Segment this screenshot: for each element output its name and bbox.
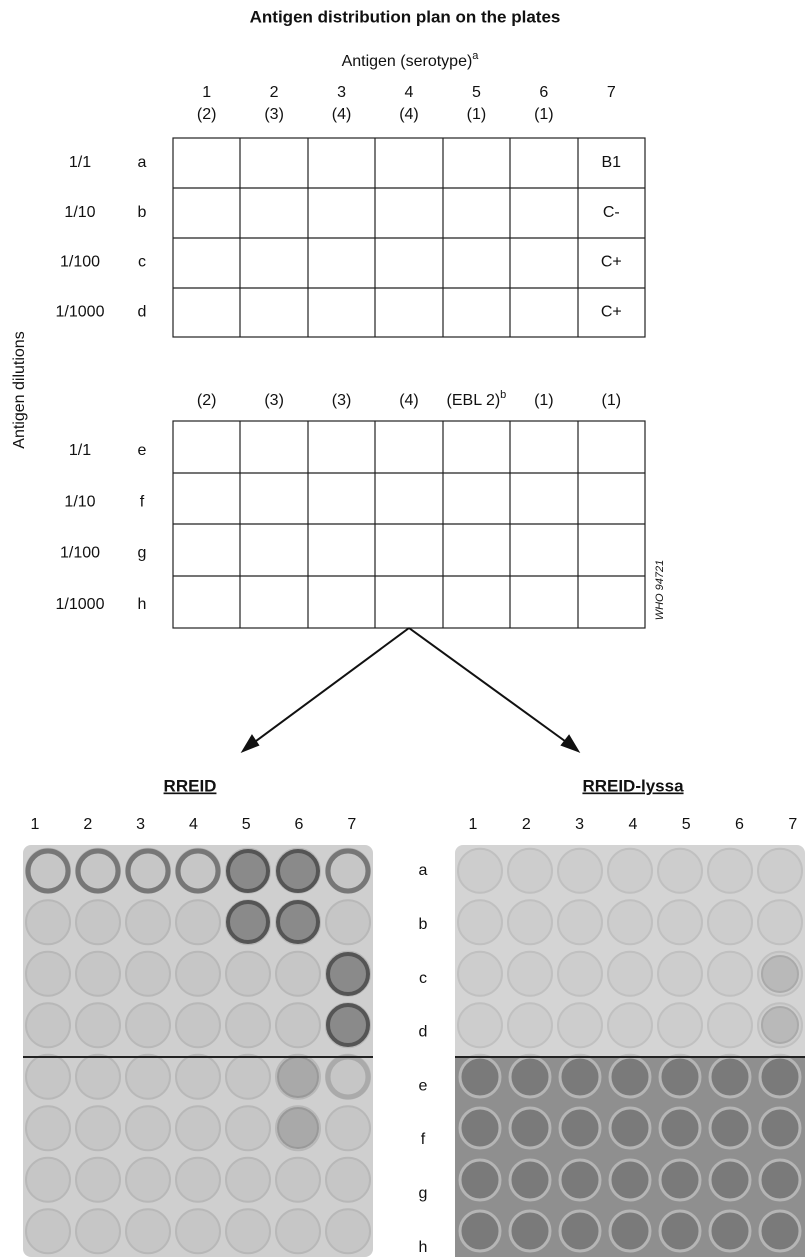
row-letter: f <box>140 493 145 510</box>
plate-column-number: 1 <box>31 816 40 833</box>
row-letter: h <box>138 596 147 613</box>
column-number: 6 <box>539 84 548 101</box>
plate-column-number: 1 <box>469 816 478 833</box>
plate-row-letter: g <box>419 1185 428 1202</box>
plate-column-number: 6 <box>295 816 304 833</box>
control-label: C- <box>603 204 620 221</box>
note-mark: a <box>472 50 479 62</box>
column-number: 5 <box>472 84 481 101</box>
figure-code: WHO 94721 <box>654 560 666 621</box>
plate-row-letter: e <box>419 1077 428 1094</box>
plate-row-letter: d <box>419 1024 428 1041</box>
header-text: (3) <box>332 392 352 409</box>
plate-row-letter: a <box>419 862 428 879</box>
header-text: (EBL 2) <box>447 392 501 409</box>
column-serotype: (1) <box>467 106 487 123</box>
plate-column-number: 3 <box>136 816 145 833</box>
plate-column-number: 7 <box>788 816 797 833</box>
plate-right <box>455 845 805 1257</box>
control-label: C+ <box>601 254 622 271</box>
column-serotype: (1) <box>534 106 554 123</box>
row-dilution: 1/1000 <box>56 596 105 613</box>
plate-column-number: 6 <box>735 816 744 833</box>
row-dilution: 1/1 <box>69 442 91 459</box>
plate-row-letter: f <box>421 1131 426 1148</box>
column-serotype: (4) <box>332 106 352 123</box>
row-dilution: 1/10 <box>64 204 95 221</box>
plate-column-number: 2 <box>83 816 92 833</box>
column-serotype: (EBL 2)b <box>447 389 507 409</box>
column-serotype: (3) <box>332 392 352 409</box>
plate-column-number: 5 <box>682 816 691 833</box>
column-serotype: (2) <box>197 392 217 409</box>
grid-2 <box>173 421 645 628</box>
row-letter: c <box>138 254 146 271</box>
plate-title: RREID <box>164 776 217 795</box>
grid-1 <box>173 138 645 337</box>
header-text: (1) <box>534 392 554 409</box>
column-number: 3 <box>337 84 346 101</box>
row-dilution: 1/1 <box>69 154 91 171</box>
column-number: 2 <box>270 84 279 101</box>
arrows <box>243 628 578 751</box>
column-serotype: (4) <box>399 392 419 409</box>
column-serotype: (3) <box>264 106 284 123</box>
plate-title: RREID-lyssa <box>582 776 684 795</box>
plate-column-number: 4 <box>628 816 637 833</box>
header-text: (3) <box>264 392 284 409</box>
row-letter: g <box>138 545 147 562</box>
row-dilution: 1/100 <box>60 254 100 271</box>
control-label: C+ <box>601 303 622 320</box>
column-serotype: (1) <box>601 392 621 409</box>
column-number: 7 <box>607 84 616 101</box>
plate-column-number: 3 <box>575 816 584 833</box>
column-serotype: (2) <box>197 106 217 123</box>
plate-column-number: 7 <box>347 816 356 833</box>
plate-column-number: 4 <box>189 816 198 833</box>
plate-row-letter: h <box>419 1239 428 1256</box>
row-letter: a <box>138 154 147 171</box>
figure: Antigen distribution plan on the plates … <box>0 0 809 1257</box>
plate-column-number: 2 <box>522 816 531 833</box>
row-letter: d <box>138 303 147 320</box>
header-text: (1) <box>601 392 621 409</box>
axis-label-text: Antigen (serotype) <box>342 53 473 70</box>
title: Antigen distribution plan on the plates <box>250 7 561 26</box>
column-serotype: (3) <box>264 392 284 409</box>
row-letter: e <box>138 442 147 459</box>
note-mark: b <box>500 389 506 401</box>
control-label: B1 <box>601 154 621 171</box>
plate-row-letter: b <box>419 916 428 933</box>
plate-left <box>23 845 373 1257</box>
row-dilution: 1/100 <box>60 545 100 562</box>
header-text: (4) <box>399 392 419 409</box>
row-dilution: 1/1000 <box>56 303 105 320</box>
column-number: 1 <box>202 84 211 101</box>
plate-row-letter: c <box>419 970 427 987</box>
side-label: Antigen dilutions <box>11 331 28 448</box>
header-text: (2) <box>197 392 217 409</box>
column-serotype: (1) <box>534 392 554 409</box>
column-serotype: (4) <box>399 106 419 123</box>
row-dilution: 1/10 <box>64 493 95 510</box>
axis-label: Antigen (serotype)a <box>342 50 480 70</box>
plate-column-number: 5 <box>242 816 251 833</box>
column-number: 4 <box>405 84 414 101</box>
row-letter: b <box>138 204 147 221</box>
